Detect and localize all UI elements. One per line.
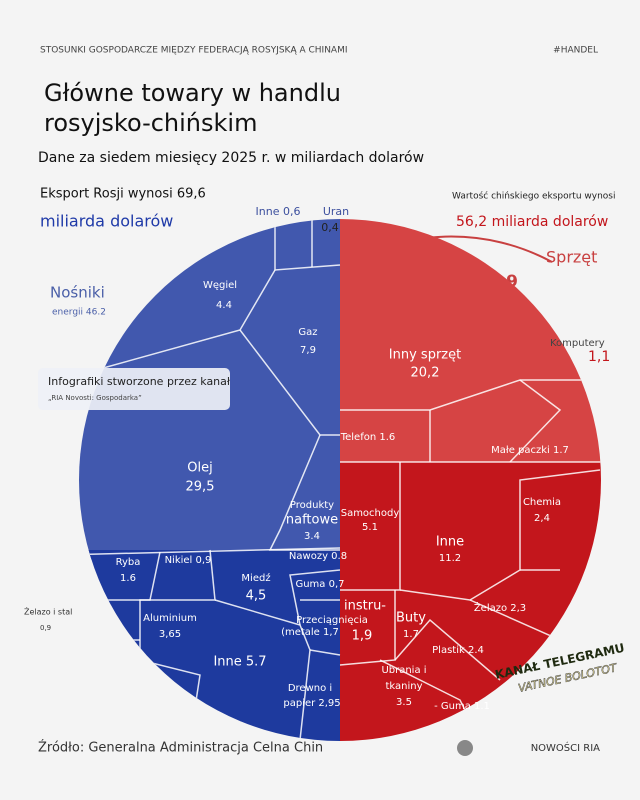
- import-line: Wartość chińskiego eksportu wynosi: [452, 191, 616, 202]
- cell-label: Produkty: [290, 500, 334, 511]
- cell-label: tkaniny: [385, 681, 422, 692]
- cell-value: 3.5: [396, 697, 412, 708]
- cell-value: 20,2: [411, 366, 440, 381]
- cell-value: 5.1: [362, 522, 378, 533]
- cell-label: instru-: [344, 599, 386, 614]
- cell-value: 1,1: [588, 349, 610, 365]
- cell-label: Inne: [436, 535, 464, 550]
- cell-label: Węgiel: [203, 280, 237, 291]
- group-sub: energii 46.2: [52, 308, 106, 318]
- cell-label: Żelazo 2,3: [474, 601, 526, 614]
- brand: NOWOŚCI RIA: [531, 741, 600, 754]
- cell-label: Chemia: [523, 497, 561, 508]
- cell-label: Inny sprzęt: [389, 348, 461, 363]
- cell-value: 3.4: [304, 531, 320, 542]
- cell-value: 3,65: [159, 629, 181, 640]
- cell-value: 29,5: [186, 480, 215, 495]
- cell-value: 1,9: [352, 629, 373, 644]
- cell-label: Samochody: [341, 508, 400, 519]
- note-box: [38, 368, 230, 410]
- cell-value: 1.7: [403, 629, 419, 640]
- cell-value: 4,5: [246, 589, 267, 604]
- cell-label: Inne 5.7: [213, 655, 266, 670]
- cell-label: Nikiel 0,9: [165, 555, 212, 566]
- cell-label: Guma 0,7: [295, 579, 344, 590]
- export-line: Eksport Rosji wynosi 69,6: [40, 187, 206, 202]
- cell-label: Nawozy 0.8: [289, 551, 347, 562]
- title: rosyjsko-chińskim: [44, 109, 257, 137]
- group-label: Nośniki: [50, 284, 105, 302]
- cell-label: Małe paczki 1.7: [491, 445, 569, 456]
- cell-label: Uran: [323, 205, 349, 218]
- category: STOSUNKI GOSPODARCZE MIĘDZY FEDERACJĄ RO…: [40, 46, 348, 56]
- cell-label: Inne 0,6: [256, 205, 301, 218]
- cell-label: Aluminium: [143, 613, 197, 624]
- cell-label: Drewno i: [288, 683, 332, 694]
- title: Główne towary w handlu: [44, 79, 341, 107]
- cell-value: 11.2: [439, 553, 461, 564]
- cell-label: Miedź: [241, 572, 270, 584]
- note: Infografiki stworzone przez kanał: [48, 375, 231, 388]
- cell-value: 0,4: [321, 221, 339, 234]
- cell-label: Buty: [396, 611, 426, 626]
- logo: [457, 740, 473, 756]
- cell-label: Ubrania i: [381, 665, 426, 676]
- cell-value: 2,4: [534, 513, 550, 524]
- cell-label: Olej: [187, 461, 212, 476]
- cell-value: 0,9: [40, 624, 51, 632]
- subtitle: Dane za siedem miesięcy 2025 r. w miliar…: [38, 150, 424, 166]
- cell-label: Ryba: [116, 557, 141, 568]
- cell-value: 1.6: [120, 573, 136, 584]
- cell-label: Telefon 1.6: [340, 432, 396, 443]
- cell-label: naftowe: [286, 513, 338, 528]
- cell-label: Gaz: [298, 327, 317, 338]
- source: Źródło: Generalna Administracja Celna Ch…: [38, 740, 323, 756]
- cell-label: Komputery: [550, 338, 605, 349]
- cell-value: 4.4: [216, 300, 232, 311]
- cell-label: - Guma 1.1: [434, 701, 490, 712]
- cell-label: (metale 1,7: [281, 627, 339, 638]
- cell-label: Przeciągnięcia: [296, 615, 368, 626]
- export-line: miliarda dolarów: [40, 212, 173, 231]
- import-line: 56,2 miliarda dolarów: [456, 214, 608, 230]
- cell-value: papier 2,95: [283, 698, 340, 709]
- group-label: Sprzęt: [546, 248, 597, 267]
- tag: #HANDEL: [553, 46, 598, 56]
- cell-value: 7,9: [300, 345, 316, 356]
- voronoi: [79, 219, 601, 741]
- note: „RIA Novosti: Gospodarka”: [48, 394, 142, 402]
- cell-label: Plastik 2.4: [432, 645, 484, 656]
- cell-label: Żelazo i stal: [24, 607, 72, 617]
- cell-labels: Inne 0,6 Uran 0,4 Węgiel 4.4 Gaz 7,9 Ole…: [24, 205, 610, 712]
